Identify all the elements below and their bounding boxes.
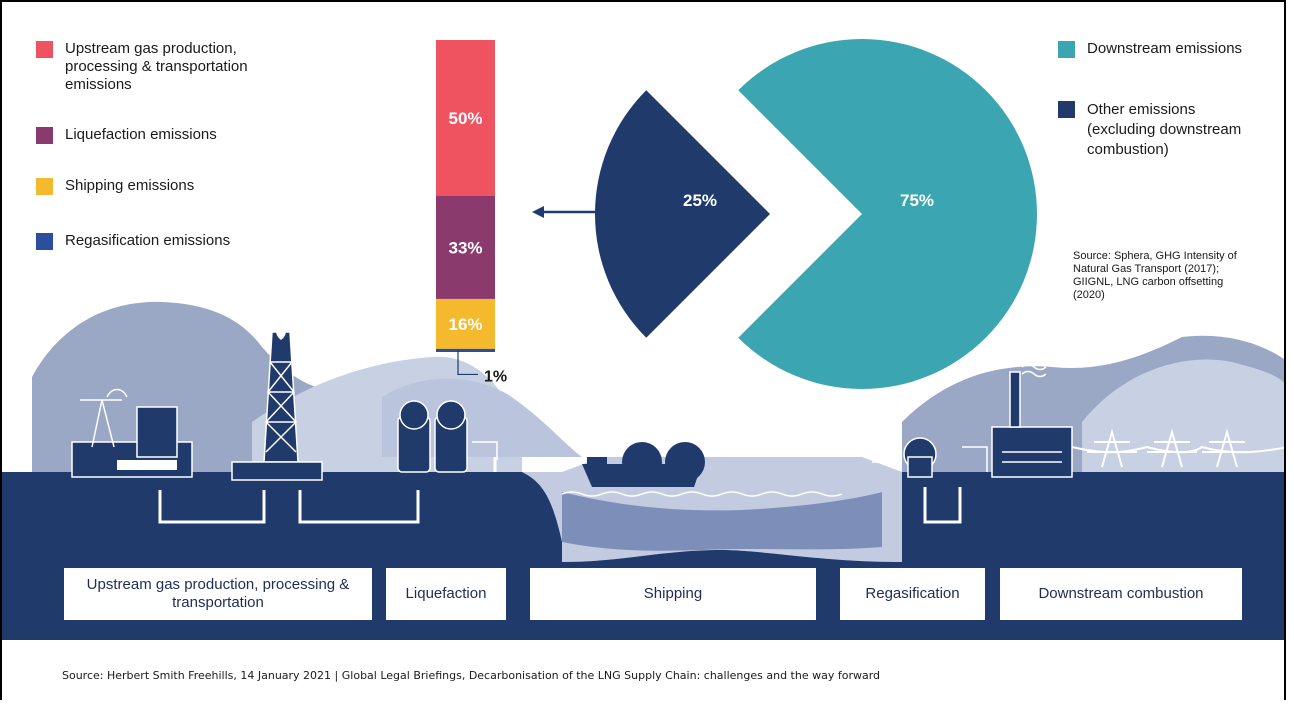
stage-upstream: Upstream gas production, processing & tr…: [64, 568, 372, 620]
bar-segment-3: [436, 348, 495, 352]
legend-swatch: [1058, 41, 1075, 58]
stacked-bar-chart: 50% 33% 16% 1%: [436, 40, 507, 385]
footer-source-citation: Source: Herbert Smith Freehills, 14 Janu…: [62, 669, 881, 682]
bar-segment-0: [436, 40, 495, 196]
bar-segment-2: [436, 298, 495, 349]
bar-value-label-2: 16%: [448, 315, 482, 334]
upstream-facility-icon: [71, 320, 323, 481]
legend-item-downstream: Downstream emissions: [1058, 40, 1268, 58]
hill-right-front: [1082, 359, 1284, 472]
chart-source-note: Source: Sphera, GHG Intensity of Natural…: [1073, 250, 1237, 301]
bar-segment-1: [436, 196, 495, 299]
legend-label: Shipping emissions: [65, 177, 195, 194]
legend-label: Liquefaction emissions: [65, 126, 217, 143]
pie-chart: 75% 25%: [594, 39, 1037, 390]
legend-swatch: [36, 41, 53, 58]
bar-value-label-3: 1%: [484, 368, 507, 385]
legend-item-other: Other emissions (excluding downstream co…: [1058, 100, 1248, 160]
legend-item-upstream: Upstream gas production, processing & tr…: [36, 40, 286, 94]
liquefaction-plant-icon: [397, 400, 498, 473]
stage-liquefaction: Liquefaction: [386, 568, 506, 620]
power-plant-icon: [991, 363, 1073, 478]
pipelines: [158, 457, 962, 524]
power-pylons-icon: [1071, 428, 1284, 468]
legend-swatch: [36, 127, 53, 144]
stage-shipping: Shipping: [530, 568, 816, 620]
stage-downstream: Downstream combustion: [1000, 568, 1242, 620]
bar-value-label-1: 33%: [448, 238, 482, 257]
regasification-plant-icon: [872, 437, 988, 478]
legend-swatch: [36, 178, 53, 195]
pie-slice-downstream: [738, 39, 1037, 390]
waves: [561, 491, 843, 497]
pie-slice-other: [594, 90, 770, 338]
pie-label-downstream: 75%: [900, 191, 934, 210]
legend-label: Downstream emissions: [1087, 40, 1243, 57]
legend-label: Regasification emissions: [65, 232, 231, 249]
legend-label: Other emissions (excluding downstream co…: [1087, 101, 1242, 158]
sea-deep: [562, 492, 882, 551]
legend-item-liquefaction: Liquefaction emissions: [36, 126, 286, 144]
legend-swatch: [36, 233, 53, 250]
legend-swatch: [1058, 101, 1075, 118]
stage-regasification: Regasification: [840, 568, 985, 620]
legend-item-regasification: Regasification emissions: [36, 232, 286, 250]
bar-value-label-0: 50%: [448, 109, 482, 128]
hill-center: [382, 378, 582, 457]
lng-ship-icon: [582, 442, 705, 487]
legend-item-shipping: Shipping emissions: [36, 177, 286, 195]
legend-label: Upstream gas production, processing & tr…: [65, 40, 248, 93]
bar-leader-line: [457, 350, 478, 376]
pie-label-other: 25%: [683, 191, 717, 210]
